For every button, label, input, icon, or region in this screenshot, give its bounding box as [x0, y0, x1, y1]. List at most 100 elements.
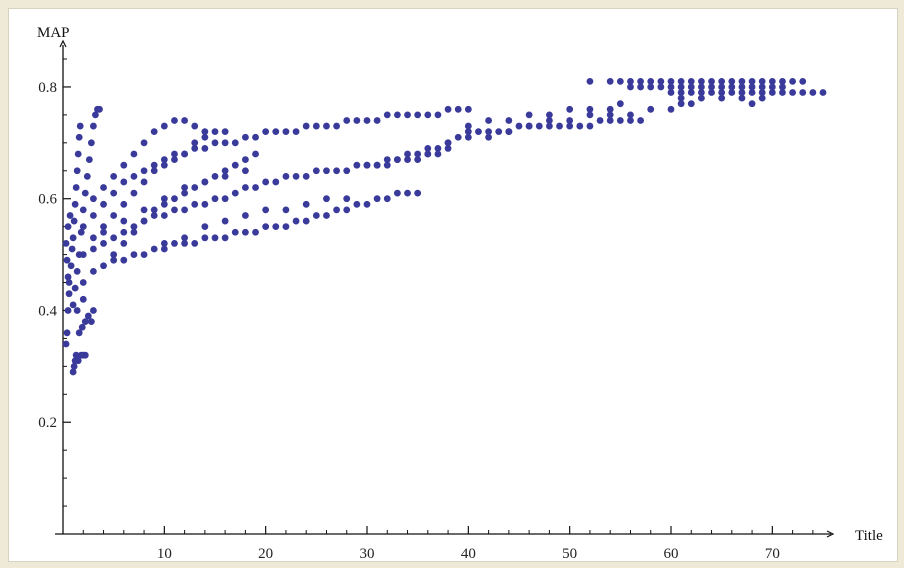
data-point	[201, 145, 209, 152]
data-point	[312, 122, 320, 130]
data-point	[424, 150, 432, 158]
data-point	[262, 223, 270, 231]
data-point	[160, 212, 168, 219]
data-point	[394, 156, 401, 163]
data-point	[110, 234, 118, 242]
data-point	[343, 117, 351, 124]
data-point	[495, 128, 503, 136]
data-point	[698, 89, 705, 96]
data-point	[566, 117, 574, 124]
data-point	[81, 189, 89, 197]
x-axis-arrow	[826, 530, 835, 538]
data-point	[160, 200, 168, 208]
data-point	[221, 195, 229, 203]
data-point	[171, 240, 178, 247]
y-tick-label: 0.2	[38, 415, 57, 431]
data-point	[576, 122, 584, 130]
data-point	[444, 145, 452, 152]
data-point	[100, 200, 107, 208]
data-point	[96, 105, 103, 113]
data-point	[211, 139, 219, 147]
data-point	[73, 307, 81, 314]
data-point	[191, 139, 199, 147]
data-point	[302, 122, 310, 130]
data-point	[100, 223, 107, 231]
data-point	[81, 351, 89, 359]
data-point	[718, 94, 726, 102]
data-point	[677, 77, 685, 85]
data-point	[464, 133, 472, 141]
data-point	[110, 189, 118, 197]
data-point	[110, 256, 118, 264]
data-point	[252, 228, 259, 236]
data-point	[79, 279, 87, 286]
data-point	[779, 77, 786, 85]
data-point	[130, 172, 138, 180]
data-point	[272, 128, 280, 136]
data-point	[221, 234, 229, 242]
data-point	[758, 94, 766, 102]
data-point	[424, 145, 432, 152]
data-point	[546, 122, 553, 130]
data-point	[373, 195, 381, 203]
data-point	[718, 83, 726, 91]
data-point	[65, 290, 73, 298]
data-point	[120, 178, 128, 186]
data-point	[79, 206, 87, 214]
data-point	[140, 139, 148, 147]
data-point	[485, 128, 492, 136]
data-point	[201, 234, 209, 242]
data-point	[65, 279, 73, 286]
ticks: 10 20 30 40 50 60 70 0.2 0.4 0.6 0.8	[38, 39, 835, 561]
data-point	[140, 206, 148, 214]
data-point	[242, 133, 249, 141]
data-point	[100, 228, 107, 236]
data-point	[282, 223, 290, 231]
data-point	[677, 100, 685, 108]
data-point	[606, 117, 614, 124]
data-point	[231, 189, 239, 197]
data-point	[69, 234, 77, 242]
data-point	[738, 94, 746, 102]
data-point	[171, 117, 178, 124]
data-point	[231, 161, 239, 169]
y-tick-label: 0.6	[38, 192, 57, 208]
data-point	[748, 83, 756, 91]
data-point	[73, 167, 81, 175]
data-point	[262, 206, 270, 214]
data-point	[181, 150, 189, 158]
x-tick-label: 70	[765, 546, 780, 561]
data-point	[333, 167, 340, 175]
data-point	[90, 212, 97, 219]
data-point	[302, 217, 310, 225]
data-point	[73, 267, 81, 275]
data-point	[394, 111, 401, 119]
data-point	[748, 100, 756, 108]
data-point	[68, 245, 76, 253]
data-point	[779, 83, 786, 91]
data-point	[363, 161, 371, 169]
data-point	[66, 212, 74, 219]
data-point	[616, 117, 624, 124]
data-point	[728, 89, 736, 96]
data-point	[586, 122, 594, 130]
y-tick-label: 0.8	[38, 80, 57, 96]
data-point	[120, 161, 128, 169]
data-point	[191, 240, 199, 247]
data-point	[74, 150, 82, 158]
data-point	[90, 307, 97, 314]
data-point	[302, 200, 310, 208]
data-point	[637, 117, 644, 124]
data-point	[90, 234, 97, 242]
data-point	[363, 200, 371, 208]
data-point	[566, 122, 574, 130]
data-point	[485, 117, 492, 124]
data-point	[333, 122, 340, 130]
data-point	[272, 223, 280, 231]
data-point	[657, 77, 665, 85]
data-point	[637, 77, 644, 85]
data-point	[505, 117, 513, 124]
data-point	[677, 83, 685, 91]
data-point	[110, 212, 118, 219]
data-point	[150, 128, 158, 136]
